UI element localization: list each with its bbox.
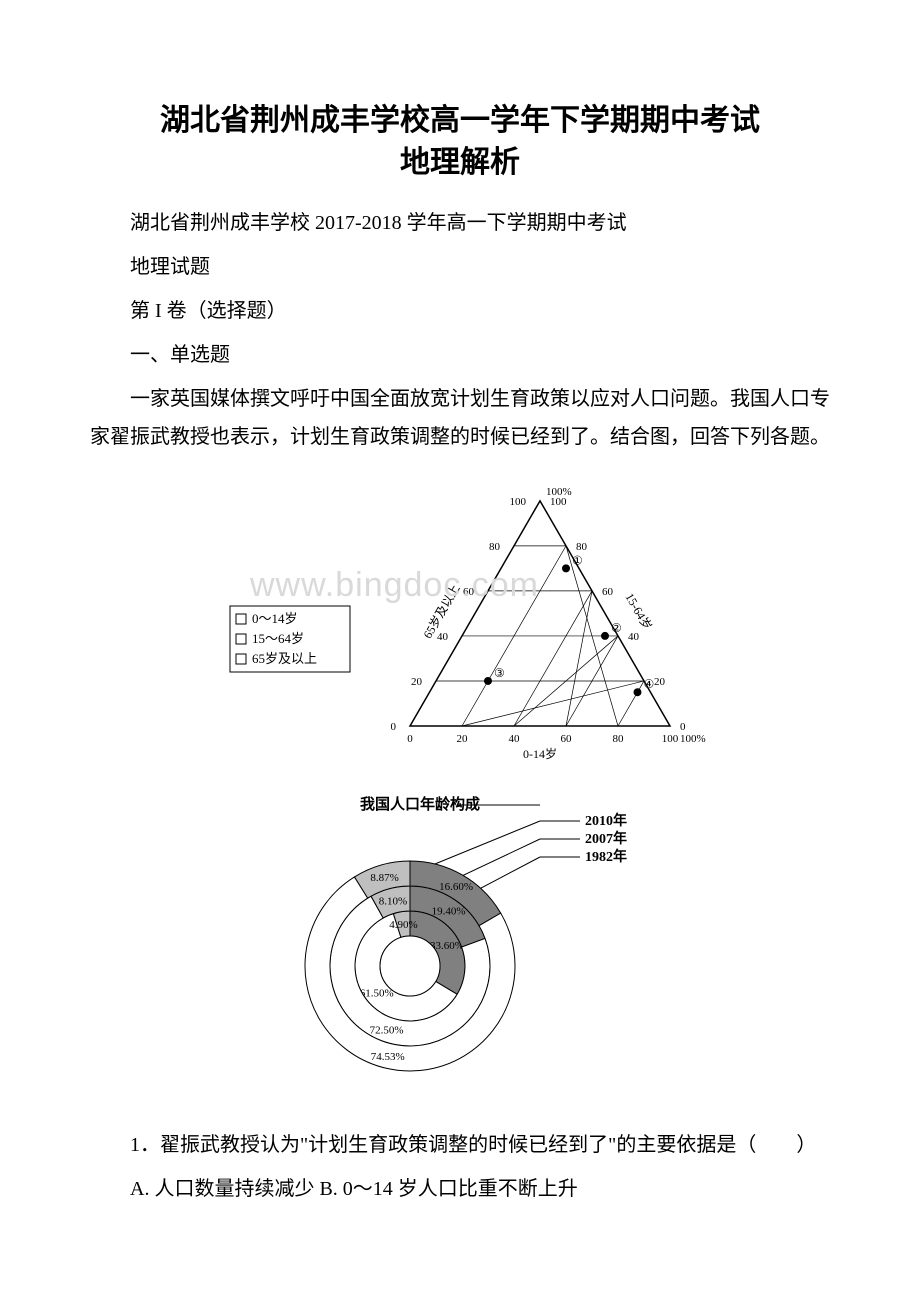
svg-text:100: 100 <box>510 496 527 508</box>
svg-text:80: 80 <box>489 541 501 553</box>
title-line2: 地理解析 <box>400 146 520 179</box>
svg-text:72.50%: 72.50% <box>370 1024 404 1036</box>
question-1: 1．翟振武教授认为"计划生育政策调整的时候已经到了"的主要依据是（ ） <box>90 1126 830 1164</box>
svg-text:100: 100 <box>662 733 679 745</box>
svg-text:16.60%: 16.60% <box>439 881 473 893</box>
svg-text:60: 60 <box>602 586 614 598</box>
svg-text:2007年: 2007年 <box>585 830 627 847</box>
svg-text:我国人口年龄构成: 我国人口年龄构成 <box>360 795 480 813</box>
svg-text:60: 60 <box>463 586 475 598</box>
svg-text:15-64岁: 15-64岁 <box>622 590 655 632</box>
svg-text:0: 0 <box>407 733 413 745</box>
svg-text:①: ① <box>572 553 583 567</box>
question-1-options: A. 人口数量持续减少 B. 0～14 岁人口比重不断上升 <box>90 1170 830 1208</box>
svg-text:8.87%: 8.87% <box>370 872 398 884</box>
svg-text:4.90%: 4.90% <box>389 919 417 931</box>
svg-text:④: ④ <box>644 677 655 691</box>
svg-text:0-14岁: 0-14岁 <box>523 746 557 761</box>
svg-text:40: 40 <box>437 631 449 643</box>
pie-svg: 我国人口年龄构成2010年2007年1982年33.60%61.50%4.90%… <box>240 791 680 1091</box>
para-section: 第 I 卷（选择题） <box>90 292 830 330</box>
svg-text:③: ③ <box>494 666 505 680</box>
svg-text:②: ② <box>611 621 622 635</box>
svg-text:65岁及以上: 65岁及以上 <box>252 651 317 666</box>
svg-text:2010年: 2010年 <box>585 812 627 829</box>
svg-text:19.40%: 19.40% <box>432 906 466 918</box>
para-subject: 地理试题 <box>90 248 830 286</box>
svg-text:80: 80 <box>613 733 625 745</box>
svg-text:15～64岁: 15～64岁 <box>252 631 304 646</box>
svg-text:60: 60 <box>561 733 573 745</box>
doc-title: 湖北省荆州成丰学校高一学年下学期期中考试 地理解析 <box>90 100 830 184</box>
para-subsection: 一、单选题 <box>90 336 830 374</box>
svg-text:20: 20 <box>411 676 423 688</box>
svg-text:0: 0 <box>680 721 686 733</box>
svg-text:40: 40 <box>509 733 521 745</box>
pie-chart: 我国人口年龄构成2010年2007年1982年33.60%61.50%4.90%… <box>90 791 830 1096</box>
triangle-svg: 001002020804040606060408080201001000100%… <box>210 466 710 766</box>
svg-text:80: 80 <box>576 541 588 553</box>
triangle-chart: www.bingdoc.com 001002020804040606060408… <box>90 466 830 771</box>
para-source: 湖北省荆州成丰学校 2017-2018 学年高一下学期期中考试 <box>90 204 830 242</box>
title-line1: 湖北省荆州成丰学校高一学年下学期期中考试 <box>160 104 760 137</box>
svg-text:0: 0 <box>391 721 397 733</box>
svg-text:20: 20 <box>457 733 469 745</box>
svg-text:1982年: 1982年 <box>585 848 627 865</box>
svg-text:74.53%: 74.53% <box>371 1051 405 1063</box>
svg-text:100%: 100% <box>546 486 572 498</box>
svg-text:100%: 100% <box>680 733 706 745</box>
svg-text:40: 40 <box>628 631 640 643</box>
svg-text:20: 20 <box>654 676 666 688</box>
svg-text:0～14岁: 0～14岁 <box>252 611 298 626</box>
svg-text:8.10%: 8.10% <box>379 896 407 908</box>
para-intro: 一家英国媒体撰文呼吁中国全面放宽计划生育政策以应对人口问题。我国人口专家翟振武教… <box>90 380 830 456</box>
